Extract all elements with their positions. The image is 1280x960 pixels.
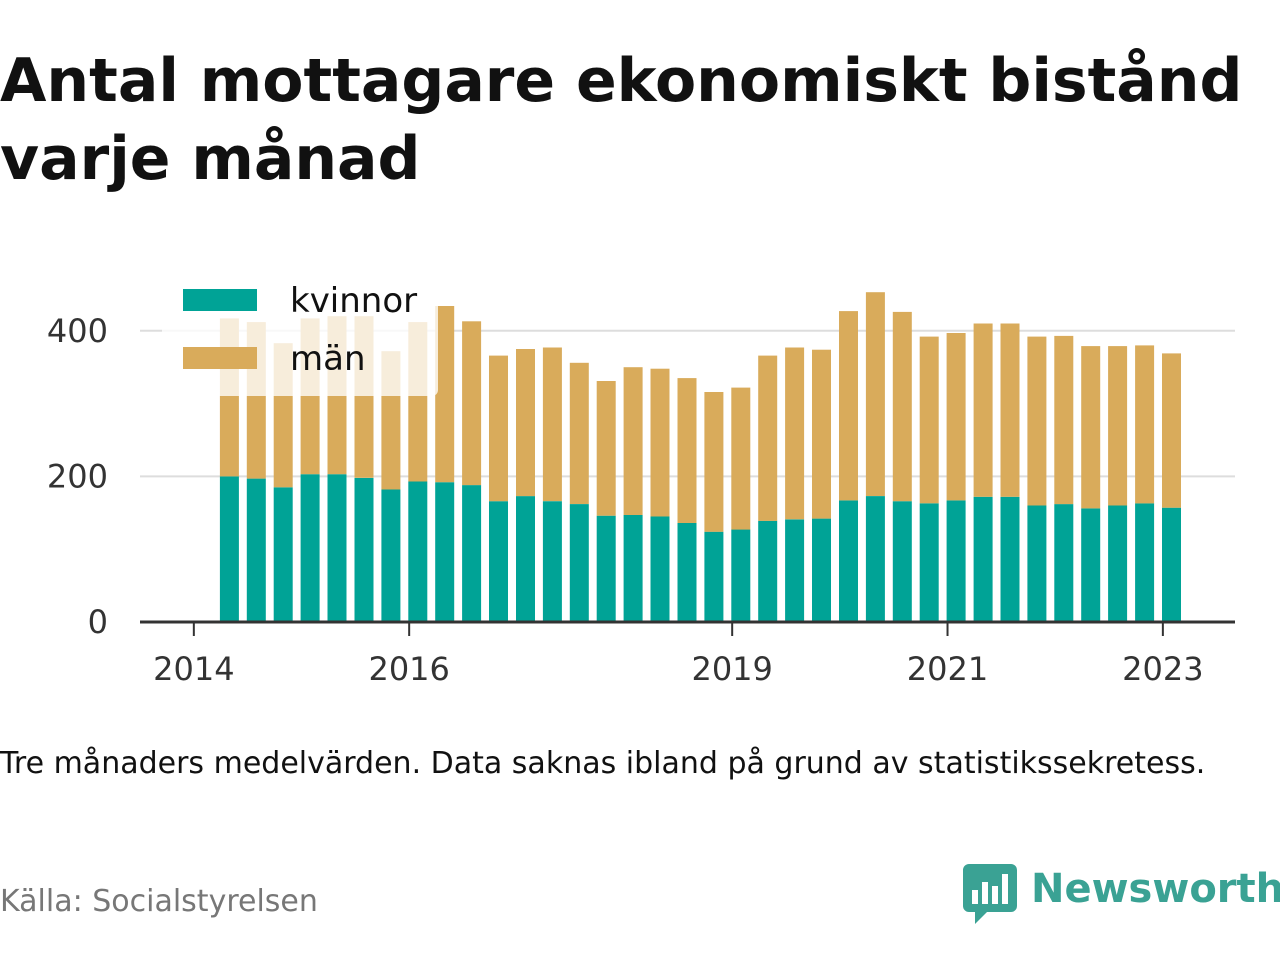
- brand-name: Newsworthy: [1031, 866, 1280, 912]
- bar-segment-män: [1162, 353, 1181, 508]
- bar-segment-kvinnor: [489, 501, 508, 622]
- newsworthy-logo[interactable]: Newsworthy: [963, 862, 1280, 928]
- bar-segment-män: [1108, 346, 1128, 506]
- bar-segment-män: [812, 349, 831, 519]
- source-label: Källa: Socialstyrelsen: [0, 884, 318, 919]
- bar-segment-kvinnor: [381, 489, 401, 622]
- bar-segment-män: [919, 336, 939, 504]
- bar-segment-män: [1054, 335, 1074, 505]
- bar-segment-kvinnor: [731, 529, 751, 622]
- bar-segment-män: [1135, 345, 1155, 504]
- bar-segment-kvinnor: [596, 515, 616, 622]
- bar-segment-kvinnor: [973, 496, 993, 622]
- y-tick-label: 200: [47, 457, 108, 495]
- bar-segment-män: [462, 321, 482, 486]
- bar-segment-kvinnor: [1108, 505, 1128, 622]
- y-tick-label: 0: [88, 603, 108, 641]
- bar-segment-kvinnor: [354, 477, 374, 622]
- bar-segment-kvinnor: [1054, 504, 1074, 622]
- bar-segment-kvinnor: [569, 504, 589, 622]
- bar-segment-män: [785, 347, 805, 520]
- axes: 0 200 400 2014 2016 2019 2021 2023: [47, 312, 1235, 688]
- chart-title: Antal mottagare ekonomiskt bistånd varje…: [0, 46, 1243, 194]
- bar-segment-män: [1000, 323, 1020, 497]
- bar-segment-män: [758, 355, 778, 521]
- bar-segment-män: [623, 367, 643, 515]
- bar-segment-kvinnor: [650, 516, 670, 622]
- bar-segment-kvinnor: [327, 474, 347, 622]
- bar-segment-män: [1027, 336, 1047, 506]
- bar-segment-kvinnor: [542, 501, 562, 622]
- bar-segment-män: [839, 311, 858, 501]
- bar-segment-kvinnor: [839, 500, 858, 622]
- bar-segment-män: [569, 362, 589, 504]
- bar-segment-män: [542, 347, 562, 502]
- bar-segment-kvinnor: [273, 487, 293, 622]
- x-tick-label: 2016: [368, 650, 449, 688]
- bar-segment-män: [731, 387, 751, 530]
- bar-segment-kvinnor: [812, 518, 831, 622]
- x-tick-label: 2019: [691, 650, 772, 688]
- bar-segment-kvinnor: [1000, 496, 1020, 622]
- bar-segment-kvinnor: [1081, 508, 1101, 622]
- bar-segment-kvinnor: [704, 531, 724, 622]
- bar-segment-kvinnor: [919, 503, 939, 622]
- bar-segment-män: [596, 381, 616, 516]
- bars: [219, 292, 1181, 622]
- bar-segment-män: [677, 378, 697, 523]
- legend-swatch-män: [183, 347, 257, 369]
- bar-segment-män: [435, 306, 455, 483]
- bar-segment-män: [865, 292, 885, 496]
- bar-segment-män: [650, 368, 670, 517]
- bar-segment-kvinnor: [677, 523, 697, 622]
- legend-label: män: [290, 339, 366, 379]
- bar-segment-kvinnor: [516, 496, 535, 622]
- bar-segment-kvinnor: [408, 481, 428, 622]
- bar-segment-kvinnor: [785, 519, 805, 622]
- bar-segment-kvinnor: [1135, 503, 1155, 622]
- bar-segment-män: [1081, 346, 1101, 509]
- x-tick-label: 2023: [1122, 650, 1203, 688]
- legend-swatch-kvinnor: [183, 289, 257, 311]
- legend: kvinnor män: [162, 278, 438, 396]
- bar-segment-män: [516, 349, 535, 497]
- legend-label: kvinnor: [290, 281, 417, 321]
- bar-segment-kvinnor: [300, 474, 320, 622]
- bar-segment-kvinnor: [462, 485, 482, 622]
- bar-segment-män: [489, 355, 508, 502]
- x-tick-label: 2021: [907, 650, 988, 688]
- bar-segment-kvinnor: [892, 501, 912, 622]
- bar-segment-män: [973, 323, 993, 497]
- bar-segment-kvinnor: [246, 478, 266, 622]
- bar-segment-kvinnor: [435, 482, 455, 622]
- bar-segment-män: [704, 392, 724, 532]
- bar-segment-kvinnor: [1162, 507, 1181, 622]
- chart-note: Tre månaders medelvärden. Data saknas ib…: [0, 746, 1206, 781]
- y-tick-label: 400: [47, 312, 108, 350]
- x-tick-label: 2014: [153, 650, 234, 688]
- bar-segment-kvinnor: [1027, 505, 1047, 622]
- bar-segment-kvinnor: [758, 520, 778, 622]
- bar-segment-kvinnor: [865, 496, 885, 622]
- bar-segment-män: [892, 311, 912, 502]
- newsworthy-logo-icon: [963, 864, 1017, 924]
- bar-segment-kvinnor: [219, 476, 239, 622]
- bar-segment-kvinnor: [623, 515, 643, 622]
- bar-segment-kvinnor: [946, 500, 966, 622]
- bar-segment-män: [946, 333, 966, 501]
